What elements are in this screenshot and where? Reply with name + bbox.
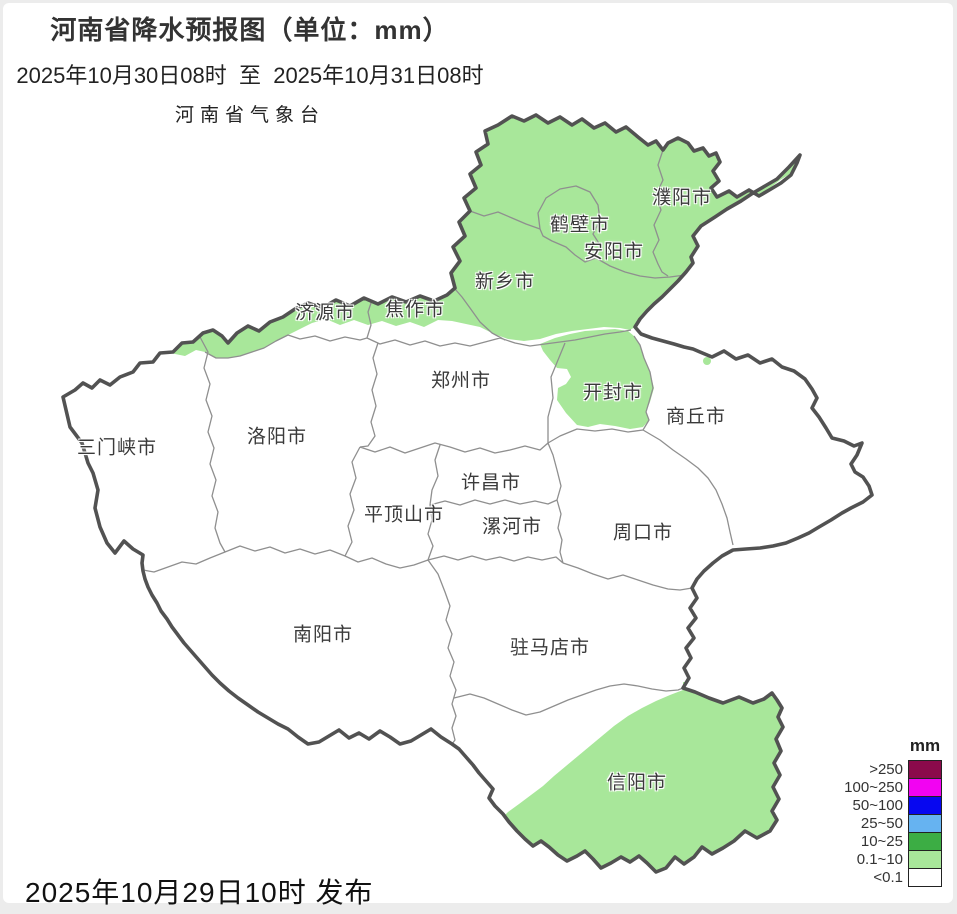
legend-items: >250 100~250 50~100 25~50 10~25 0.1~10 <0.1 bbox=[802, 760, 942, 887]
legend-range-label: >250 bbox=[869, 761, 903, 778]
city-label-xuchang: 许昌市 bbox=[460, 472, 522, 494]
city-label-anyang: 安阳市 bbox=[583, 241, 645, 263]
page-title: 河南省降水预报图（单位：mm） bbox=[50, 15, 450, 45]
city-label-luohe: 漯河市 bbox=[481, 516, 543, 538]
city-label-jiyuan: 济源市 bbox=[294, 302, 356, 324]
city-label-luoyang: 洛阳市 bbox=[246, 426, 308, 448]
city-borders bbox=[142, 149, 734, 745]
legend-row-6: <0.1 bbox=[802, 868, 942, 887]
legend-range-label: 100~250 bbox=[844, 779, 903, 796]
legend-row-3: 25~50 bbox=[802, 814, 942, 833]
province-fill bbox=[63, 115, 872, 872]
city-label-pingdingshan: 平顶山市 bbox=[363, 504, 445, 526]
precip-speck-shangqiu bbox=[703, 357, 711, 365]
city-label-zhoukou: 周口市 bbox=[612, 522, 674, 544]
city-label-kaifeng: 开封市 bbox=[582, 382, 644, 404]
city-label-jiaozuo: 焦作市 bbox=[384, 299, 446, 321]
city-label-shangqiu: 商丘市 bbox=[665, 406, 727, 428]
map-header: 河南省降水预报图（单位：mm） 2025年10月30日08时 至 2025年10… bbox=[8, 10, 492, 127]
publish-timestamp: 2025年10月29日10时 发布 bbox=[25, 877, 374, 908]
legend-color-swatch bbox=[908, 832, 942, 851]
city-label-xinxiang: 新乡市 bbox=[474, 271, 536, 293]
legend-row-5: 0.1~10 bbox=[802, 850, 942, 869]
legend-color-swatch bbox=[908, 796, 942, 815]
legend-range-label: 10~25 bbox=[860, 833, 903, 850]
forecast-date-range: 2025年10月30日08时 至 2025年10月31日08时 bbox=[16, 63, 484, 88]
agency-name: 河南省气象台 bbox=[174, 105, 325, 126]
legend-color-swatch bbox=[908, 778, 942, 797]
city-label-nanyang: 南阳市 bbox=[292, 624, 354, 646]
legend-color-swatch bbox=[908, 760, 942, 779]
city-label-xinyang: 信阳市 bbox=[606, 772, 668, 794]
legend-range-label: 0.1~10 bbox=[856, 851, 903, 868]
legend-unit-label: mm bbox=[909, 736, 941, 755]
province-outline bbox=[61, 113, 874, 874]
legend-color-swatch bbox=[908, 868, 942, 887]
legend-row-4: 10~25 bbox=[802, 832, 942, 851]
city-label-hebi: 鹤壁市 bbox=[549, 214, 611, 236]
city-label-zhengzhou: 郑州市 bbox=[430, 370, 492, 392]
legend-range-label: 50~100 bbox=[852, 797, 903, 814]
city-label-sanmenxia: 三门峡市 bbox=[76, 437, 158, 459]
precipitation-legend: mm >250 100~250 50~100 25~50 10~25 0.1~10 <0.1 bbox=[802, 736, 942, 887]
legend-color-swatch bbox=[908, 850, 942, 869]
precip-area-kaifeng bbox=[540, 329, 654, 429]
legend-color-swatch bbox=[908, 814, 942, 833]
city-label-puyang: 濮阳市 bbox=[651, 187, 713, 209]
city-label-zhumadian: 驻马店市 bbox=[509, 637, 591, 659]
legend-range-label: <0.1 bbox=[873, 869, 903, 886]
legend-row-2: 50~100 bbox=[802, 796, 942, 815]
legend-row-1: 100~250 bbox=[802, 778, 942, 797]
legend-row-0: >250 bbox=[802, 760, 942, 779]
legend-range-label: 25~50 bbox=[860, 815, 903, 832]
